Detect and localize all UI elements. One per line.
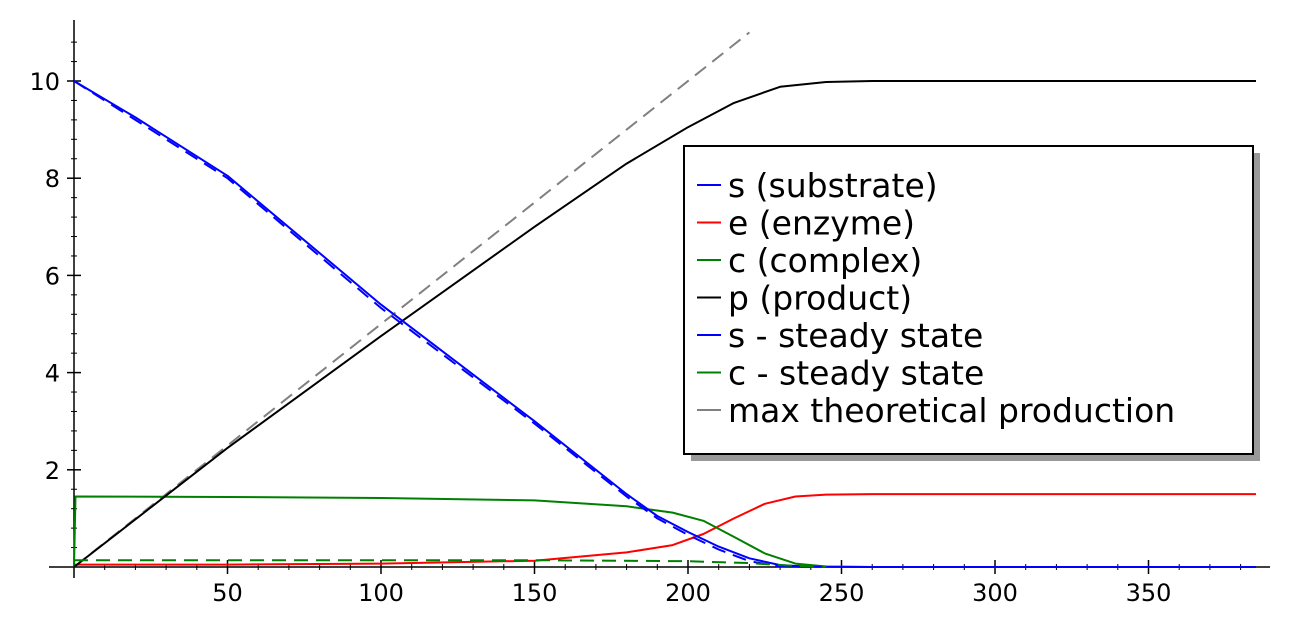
legend-entry: e (enzyme) [728, 204, 915, 243]
x-tick-label: 150 [512, 579, 558, 607]
axes: 50 100 150 200 250 300 350 2 4 6 8 10 [29, 20, 1270, 607]
series-layer [73, 31, 1256, 568]
x-tick-label: 100 [358, 579, 404, 607]
x-tick-label: 250 [819, 579, 865, 607]
y-tick-label: 8 [45, 165, 60, 193]
legend-box [683, 145, 1254, 455]
x-tick-label: 350 [1126, 579, 1172, 607]
legend-entry: c (complex) [728, 241, 922, 280]
legend-entry: c - steady state [728, 354, 984, 393]
legend-entry: s - steady state [728, 316, 983, 355]
y-tick-label: 4 [45, 360, 60, 388]
legend-entry: p (product) [728, 279, 912, 318]
y-tick-label: 6 [45, 262, 60, 290]
series-line [74, 493, 1256, 566]
legend: s (substrate)e (enzyme)c (complex)p (pro… [683, 145, 1260, 461]
legend-entry: s (substrate) [728, 166, 938, 205]
y-tick-label: 10 [29, 68, 60, 96]
series-line [74, 559, 827, 568]
series-line [73, 80, 1256, 568]
x-tick-label: 50 [212, 579, 243, 607]
x-tick-label: 200 [665, 579, 711, 607]
series-line [73, 80, 811, 568]
legend-entry: max theoretical production [728, 391, 1175, 430]
x-tick-label: 300 [972, 579, 1018, 607]
series-line [73, 495, 1256, 568]
y-tick-label: 2 [45, 457, 60, 485]
series-line [73, 80, 1256, 568]
series-line [73, 31, 751, 568]
